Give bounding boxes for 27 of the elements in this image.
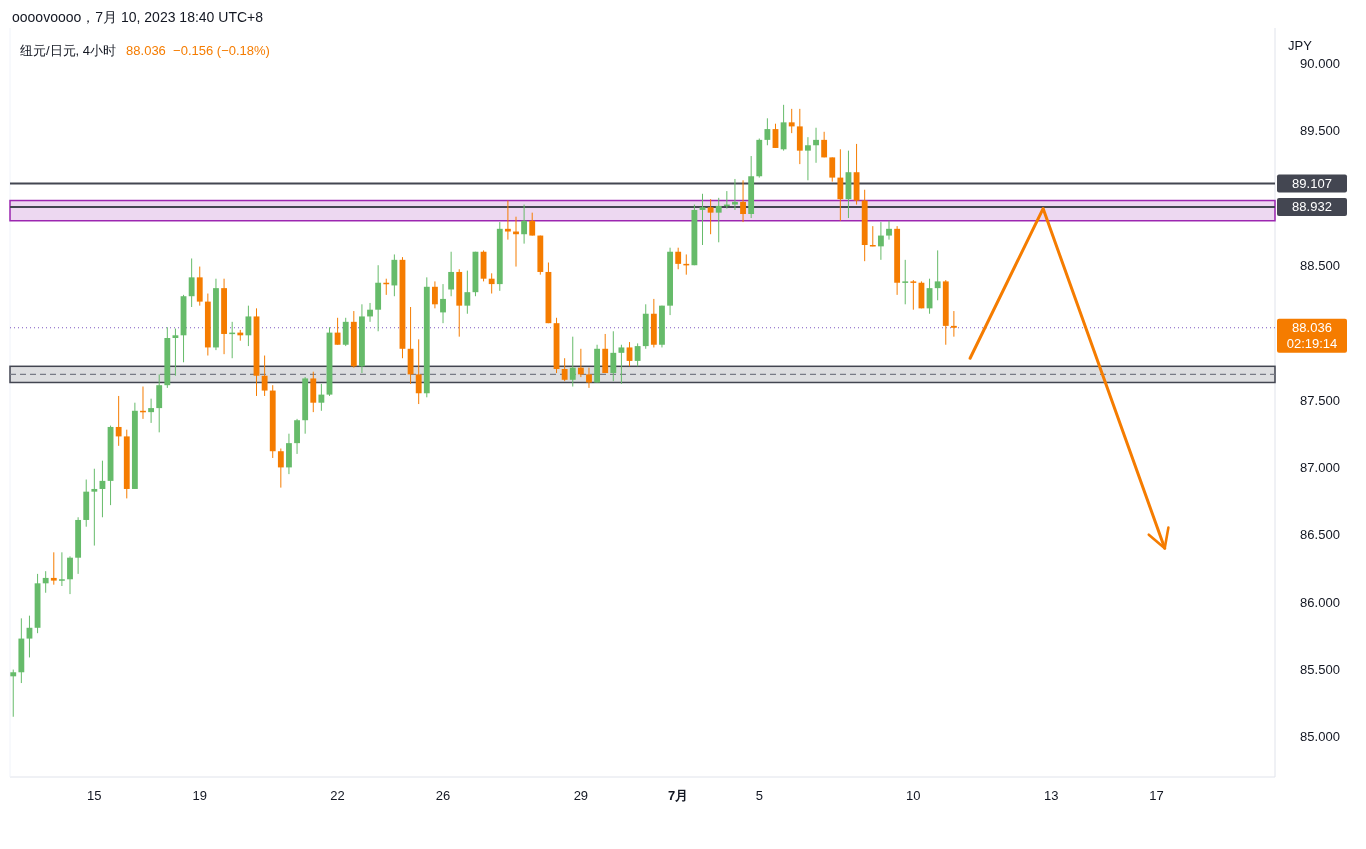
text: oooovoooo，7月 10, 2023 18:40 UTC+8 — [12, 9, 264, 25]
x-tick-label: 15 — [87, 788, 102, 803]
x-tick-label: 7月 — [668, 788, 689, 803]
x-tick-label: 10 — [906, 788, 921, 803]
y-tick-label: 87.500 — [1300, 392, 1340, 408]
x-tick-label: 29 — [573, 788, 589, 803]
ref-line-label: 89.107 — [1292, 175, 1332, 191]
x-tick-label: 26 — [435, 788, 451, 803]
y-tick-label: 87.000 — [1300, 459, 1340, 475]
y-tick-label: 89.500 — [1300, 122, 1340, 138]
text: 02:19:14 — [1286, 335, 1338, 351]
x-tick-label: 19 — [192, 788, 207, 803]
annotation: 88.036 −0.156 (−0.18%) — [126, 43, 270, 58]
y-tick-label: 86.500 — [1300, 527, 1340, 543]
y-tick-label: 88.500 — [1300, 257, 1340, 273]
y-tick-label: 85.000 — [1300, 729, 1340, 745]
y-tick-label: 90.000 — [1300, 55, 1340, 71]
x-tick-label: 13 — [1043, 788, 1059, 803]
ref-line-label: 88.932 — [1292, 199, 1332, 215]
y-axis-title: JPY — [1288, 38, 1313, 53]
y-tick-label: 86.000 — [1300, 594, 1340, 610]
y-tick-label: 85.500 — [1300, 662, 1340, 678]
x-tick-label: 17 — [1149, 788, 1164, 803]
x-tick-label: 22 — [330, 788, 345, 803]
text: 纽元/日元, 4小时 — [20, 43, 117, 58]
ref-line-label: 88.036 — [1292, 320, 1332, 336]
x-tick-label: 5 — [755, 788, 763, 803]
